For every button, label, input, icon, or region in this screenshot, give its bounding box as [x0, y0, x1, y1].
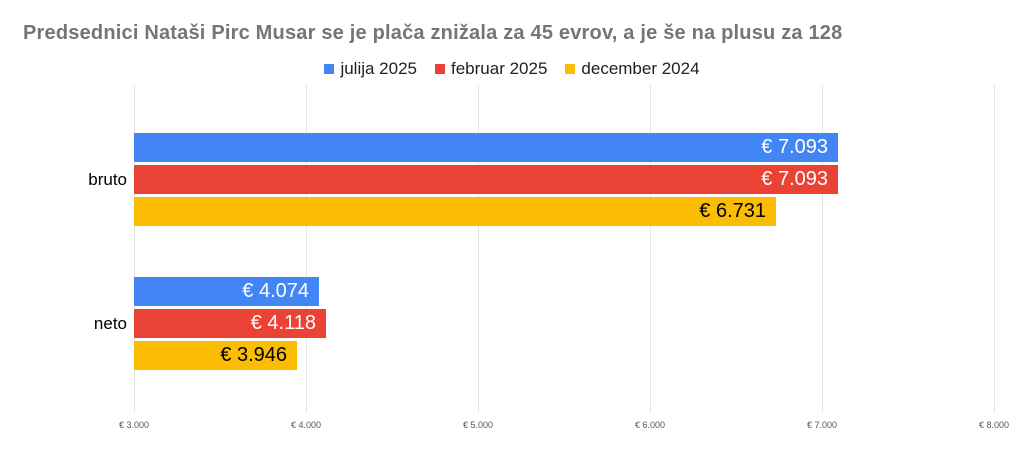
x-tick-label: € 3.000	[118, 420, 150, 430]
bar: € 4.074	[134, 277, 319, 306]
legend-swatch-blue-icon	[324, 64, 335, 74]
legend-label: julija 2025	[340, 59, 417, 78]
gridline	[822, 85, 823, 413]
bar: € 6.731	[134, 197, 776, 226]
gridline	[306, 85, 307, 413]
bar: € 7.093	[134, 133, 838, 162]
x-tick-label: € 8.000	[978, 420, 1010, 430]
bar-value-label: € 4.118	[250, 312, 316, 334]
bar-value-label: € 3.946	[220, 344, 287, 366]
bar: € 7.093	[134, 165, 838, 194]
gridline	[650, 85, 651, 413]
category-label: neto	[93, 313, 127, 333]
legend-label: februar 2025	[451, 59, 548, 78]
legend-item-december-2024: december 2024	[565, 59, 700, 79]
gridline	[994, 85, 995, 413]
legend-swatch-yellow-icon	[565, 64, 576, 74]
plot-area: € 7.093 € 7.093 € 6.731 € 4.074 € 4.118 € 3.9…	[134, 85, 1011, 413]
gridline	[134, 85, 135, 413]
legend-swatch-red-icon	[435, 64, 445, 74]
chart-title: Predsednici Nataši Pirc Musar se je plač…	[23, 22, 843, 44]
x-tick-label: € 7.000	[806, 420, 838, 430]
legend-item-julija-2025: julija 2025	[324, 59, 417, 79]
legend-label: december 2024	[581, 59, 700, 78]
x-tick-label: € 4.000	[290, 420, 322, 430]
bar-value-label: € 4.074	[242, 280, 309, 302]
category-label: bruto	[88, 169, 127, 189]
bar: € 4.118	[134, 309, 326, 338]
bar: € 3.946	[134, 341, 297, 370]
legend-item-februar-2025: februar 2025	[435, 59, 547, 79]
bar-value-label: € 7.093	[761, 168, 828, 190]
x-tick-label: € 6.000	[634, 420, 666, 430]
legend: julija 2025 februar 2025 december 2024	[0, 59, 1024, 79]
gridline	[478, 85, 479, 413]
bar-value-label: € 6.731	[699, 200, 766, 222]
bar-value-label: € 7.093	[761, 136, 828, 158]
x-tick-label: € 5.000	[462, 420, 494, 430]
